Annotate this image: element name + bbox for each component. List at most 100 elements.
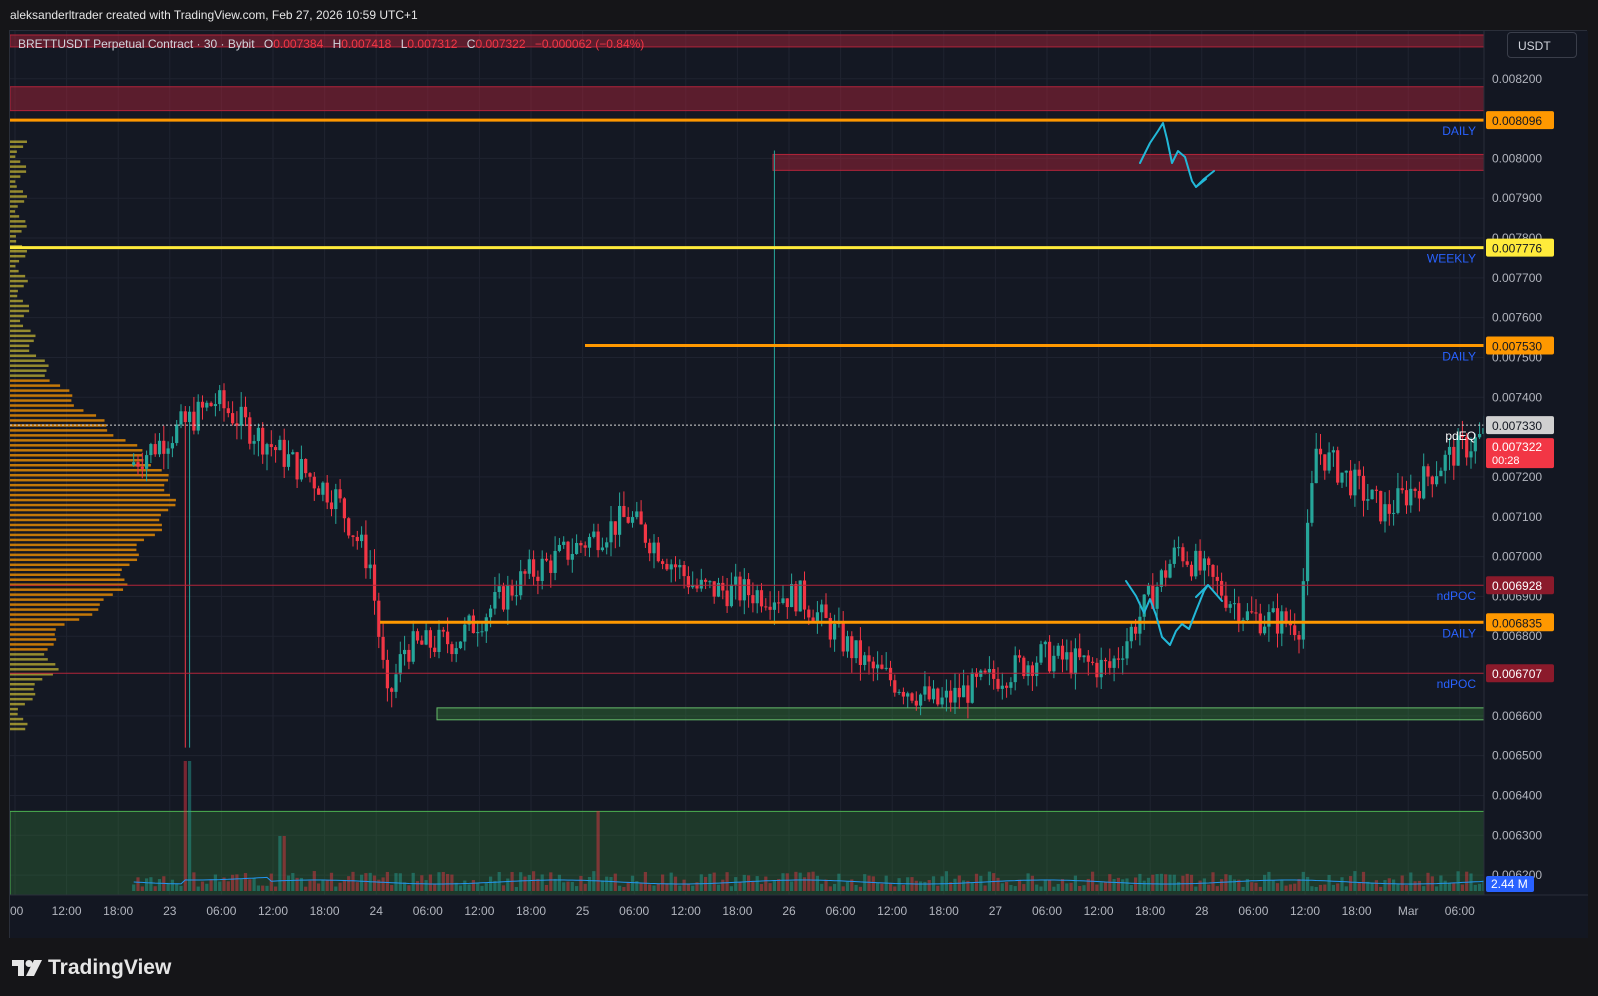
candle-body (742, 579, 746, 601)
volume-bar (712, 872, 716, 891)
volume-profile-bar (10, 697, 33, 701)
price-chart[interactable]: DAILY 0.008096 WEEKLY 0.007776 DAILY 0.007530… (10, 31, 1588, 939)
candle-body (1207, 558, 1211, 565)
volume-bar (953, 878, 957, 891)
candle-body (1340, 472, 1344, 483)
symbol-description[interactable]: BRETTUSDT Perpetual Contract · 30 · Bybi… (18, 37, 255, 51)
volume-profile-bar (10, 727, 26, 731)
volume-bar (1095, 884, 1099, 891)
candle-body (1263, 626, 1267, 634)
volume-profile-bar (10, 299, 23, 303)
candle-body (845, 636, 850, 652)
candle-body (523, 571, 527, 574)
candle-body (1000, 685, 1004, 689)
volume-bar (1065, 883, 1069, 891)
volume-bar (845, 881, 850, 891)
candle-body (1435, 476, 1439, 485)
candle-body (1426, 466, 1430, 477)
candle-body (334, 489, 338, 510)
volume-bar (1017, 879, 1022, 891)
drawing-up-arrow[interactable] (1125, 580, 1223, 646)
candle-body (716, 582, 721, 597)
volume-bar (966, 880, 970, 891)
chart-pane[interactable]: DAILY 0.008096 WEEKLY 0.007776 DAILY 0.007530… (9, 30, 1588, 939)
candle-body (919, 694, 923, 706)
volume-profile-bar (10, 538, 144, 542)
time-tick-label: 06:00 (413, 904, 443, 918)
volume-profile-bar (10, 663, 56, 666)
volume-bar (1103, 881, 1108, 891)
candle-body (1237, 603, 1241, 624)
volume-profile-bar (10, 399, 72, 402)
candle-body (686, 576, 690, 588)
candle-body (979, 670, 983, 677)
volume-bar (566, 881, 570, 891)
volume-bar (643, 871, 647, 891)
volume-profile-bar (10, 175, 21, 178)
candle-body (140, 466, 144, 469)
volume-profile-bar (10, 185, 17, 188)
volume-bar (372, 875, 377, 891)
time-tick-label: 12:00 (1290, 904, 1320, 918)
currency-button[interactable]: USDT (1507, 32, 1577, 58)
candle-body (936, 688, 940, 705)
candle-body (420, 640, 424, 645)
volume-bar (802, 877, 807, 891)
volume-bar (1194, 886, 1198, 891)
candle-body (1379, 490, 1383, 522)
price-tick-label: 0.007400 (1492, 390, 1542, 404)
time-tick-label: :00 (10, 904, 24, 918)
candle-body (747, 579, 751, 596)
drawing-down-arrow[interactable] (1139, 122, 1215, 188)
volume-bar (587, 876, 592, 891)
candle-body (695, 585, 699, 589)
volume-bar (1129, 885, 1133, 891)
candle-body (798, 580, 802, 612)
time-tick-label: 18:00 (103, 904, 133, 918)
level-label-daily: DAILY (1442, 626, 1476, 640)
price-tag-value: 0.008096 (1492, 114, 1542, 128)
volume-bar (605, 876, 609, 891)
candle-body (239, 406, 243, 426)
volume-profile-bar (10, 155, 16, 158)
candle-body (609, 521, 613, 543)
volume-bar (1383, 880, 1387, 891)
candle-body (1387, 504, 1391, 514)
volume-bar (734, 877, 738, 891)
level-label-pdeq: pdEQ (1445, 429, 1476, 443)
candle-body (1439, 470, 1443, 477)
volume-bar (243, 873, 248, 891)
candle-body (974, 672, 979, 677)
candle-body (1202, 558, 1206, 571)
volume-bar (411, 872, 415, 891)
candle-body (209, 402, 213, 407)
tradingview-logo[interactable]: TradingView (12, 954, 171, 982)
volume-profile-bar (10, 523, 162, 527)
candle-body (1108, 661, 1112, 668)
candle-body (437, 629, 441, 653)
volume-bar (1258, 886, 1262, 891)
volume-bar (742, 874, 746, 891)
candle-body (1073, 648, 1077, 675)
volume-bar (256, 885, 260, 891)
volume-profile-bar (10, 389, 70, 392)
volume-profile-bar (10, 259, 20, 263)
time-axis[interactable] (10, 895, 1588, 939)
volume-profile-bar (10, 334, 36, 338)
time-tick-label: 24 (370, 904, 384, 918)
candle-body (381, 636, 385, 660)
volume-bar (1142, 880, 1146, 891)
price-tick-label: 0.008200 (1492, 72, 1542, 86)
volume-bar (1086, 878, 1090, 891)
candle-body (596, 531, 600, 551)
high-label: H (332, 37, 342, 51)
volume-profile-bar (10, 563, 130, 567)
volume-bar (1245, 878, 1249, 891)
volume-bar (170, 879, 174, 891)
volume-bar (506, 878, 510, 891)
volume-bar (979, 875, 983, 891)
candle-body (291, 452, 295, 455)
volume-bar (1396, 884, 1400, 891)
candle-body (1374, 489, 1378, 491)
volume-profile-bar (10, 274, 26, 278)
